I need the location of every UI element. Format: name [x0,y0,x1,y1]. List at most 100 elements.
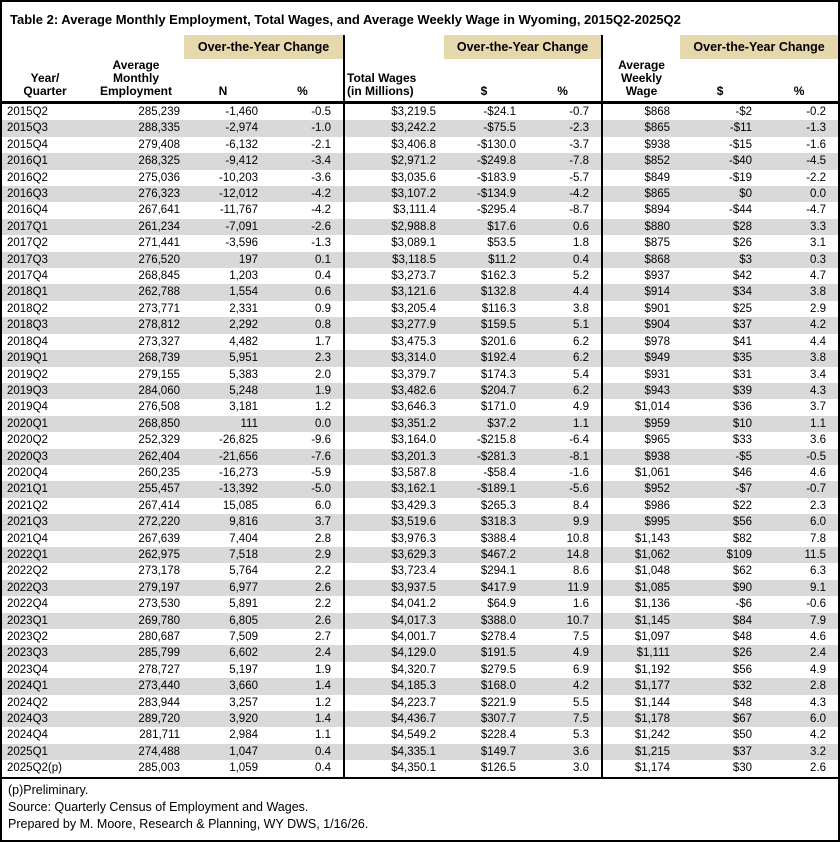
quarter-cell: 2018Q4 [7,335,48,348]
quarter-cell: 2023Q2 [7,631,48,643]
value-cell: $201.6 [480,335,517,348]
value-cell: 278,812 [138,319,180,332]
value-cell: 1,047 [229,745,258,758]
value-cell: -$75.5 [483,122,517,135]
value-cell: -$19 [729,171,753,184]
value-cell: -12,012 [218,188,258,201]
table-row: 2017Q2 271,441 -3,596 -1.3 $3,089.1 $53.5 1.8 $… [2,235,838,252]
value-cell: 2.8 [810,680,827,693]
quarter-cell: 2025Q1 [7,745,48,758]
quarter-cell: 2017Q3 [7,253,48,266]
value-cell: $50 [732,729,753,742]
value-cell: 268,850 [138,417,180,430]
column-header-n: N [184,59,262,104]
value-cell: $307.7 [480,713,517,726]
value-cell: -16,273 [218,466,258,479]
value-cell: $1,085 [634,581,671,594]
value-cell: 2,984 [229,729,258,742]
value-cell: 267,639 [138,532,180,545]
value-cell: 3,181 [229,401,258,414]
value-cell: $3,121.6 [391,286,437,299]
quarter-cell: 2024Q1 [7,680,48,693]
value-cell: 4.4 [810,335,827,348]
value-cell: 262,788 [138,286,180,299]
value-cell: $1,177 [634,680,671,693]
value-cell: 276,508 [138,401,180,414]
value-cell: 273,440 [138,680,180,693]
quarter-cell: 2020Q1 [7,417,48,430]
value-cell: $965 [644,434,671,447]
value-cell: -3.7 [524,136,604,154]
quarter-cell: 2018Q3 [7,319,48,332]
value-cell: 279,155 [138,368,180,381]
value-cell: 6.2 [524,350,604,367]
value-cell: $39 [732,384,753,397]
table-row: 2022Q2 273,178 5,764 2.2 $3,723.4 $294.1 8.6 $1… [2,563,838,580]
value-cell: $3,277.9 [391,319,437,332]
table-row: 2022Q1 262,975 7,518 2.9 $3,629.3 $467.2 14.8 $… [2,546,838,564]
value-cell: 1.2 [262,694,346,712]
value-cell: $42 [732,270,753,283]
table-row: 2019Q4 276,508 3,181 1.2 $3,646.3 $171.0 4.9 $1… [2,399,838,416]
value-cell: -1.3 [262,235,346,252]
value-cell: -$2 [735,106,753,118]
value-cell: $4,185.3 [391,680,437,693]
column-header-avg-monthly-employment: Average Monthly Employment [88,59,184,104]
value-cell: 4.6 [810,466,827,479]
value-cell: -1.0 [262,120,346,137]
value-cell: 2.9 [262,546,346,564]
value-cell: 5,891 [229,598,258,611]
value-cell: 2.3 [810,499,827,512]
value-cell: -2,974 [225,122,258,135]
table-row: 2015Q2 285,239 -1,460 -0.5 $3,219.5 -$24.1 -0.… [2,102,838,121]
value-cell: 2.4 [262,645,346,662]
value-cell: $938 [644,450,671,463]
value-cell: -0.5 [806,450,827,463]
column-header-employment-pct: % [262,59,346,104]
spacer [344,35,444,59]
value-cell: 4.7 [810,270,827,283]
value-cell: $1,136 [634,598,671,611]
table-row: 2021Q1 255,457 -13,392 -5.0 $3,162.1 -$189.1-… [2,481,838,498]
value-cell: $294.1 [480,565,517,578]
value-cell: 6.3 [810,565,827,578]
table-row: 2019Q3 284,060 5,248 1.9 $3,482.6 $204.7 6.2 $9… [2,382,838,400]
value-cell: 7.5 [524,629,604,646]
value-cell: 1.8 [524,235,604,252]
value-cell: $32 [732,680,753,693]
value-cell: $11.2 [488,253,517,266]
value-cell: -$15 [729,138,753,151]
value-cell: 7,509 [229,631,258,643]
table-row: 2020Q4 260,235 -16,273 -5.9 $3,587.8 -$58.4 -1… [2,464,838,482]
value-cell: 267,414 [138,499,180,512]
group-header-employment-change: Over-the-Year Change [184,35,346,59]
quarter-cell: 2023Q4 [7,663,48,676]
column-header-year-quarter: Year/ Quarter [2,59,88,104]
value-cell: $852 [644,155,671,168]
value-cell: $1,144 [634,696,671,709]
value-cell: -0.7 [806,483,827,496]
value-cell: $3,107.2 [391,188,437,201]
value-cell: 4.2 [810,729,827,742]
quarter-cell: 2025Q2(p) [7,762,62,775]
value-cell: 261,234 [138,220,180,233]
value-cell: 3.8 [810,286,827,299]
value-cell: $64.9 [487,598,517,611]
value-cell: -$24.1 [483,106,517,118]
value-cell: 285,003 [138,762,180,775]
value-cell: 272,220 [138,516,180,529]
value-cell: $17.6 [487,220,517,233]
table-row: 2018Q3 278,812 2,292 0.8 $3,277.9 $159.5 5.1 $9… [2,317,838,334]
value-cell: $2,971.2 [391,155,437,168]
value-cell: 268,325 [138,155,180,168]
value-cell: 273,771 [138,302,180,315]
value-cell: -9,412 [225,155,258,168]
value-cell: -0.2 [806,106,827,118]
value-cell: $204.7 [480,384,517,397]
value-cell: 4.9 [524,645,604,662]
value-cell: 15,085 [222,499,258,512]
value-cell: 3.0 [524,760,604,778]
group-header-row: Over-the-Year Change Over-the-Year Chang… [2,35,838,59]
value-cell: $84 [732,614,753,627]
value-cell: 2,331 [229,302,258,315]
